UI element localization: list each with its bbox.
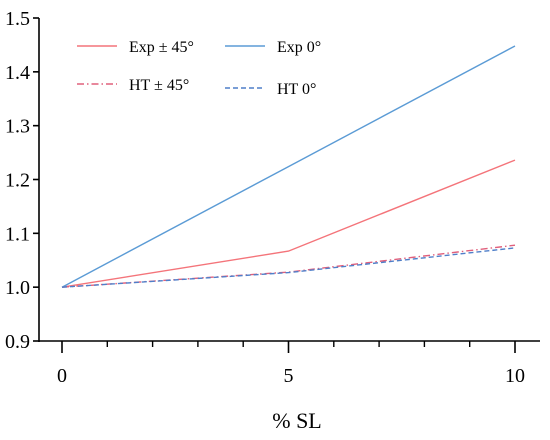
series-line-1 — [61, 45, 516, 288]
legend-label-3: HT 0° — [277, 81, 316, 98]
y-tick-label: 1.2 — [5, 170, 30, 192]
y-tick-label: 0.9 — [5, 331, 30, 353]
series-line-0 — [61, 159, 516, 288]
ticks: 0.9 1.0 1.1 1.2 1.3 1.4 1.5 0 5 10 — [5, 8, 525, 387]
legend-label-0: Exp ± 45° — [129, 39, 194, 56]
x-axis-title: % SL — [272, 408, 322, 433]
y-tick-label: 1.3 — [5, 116, 30, 138]
legend-label-1: Exp 0° — [277, 39, 321, 56]
legend-label-2: HT ± 45° — [129, 77, 189, 94]
legend: Exp ± 45° Exp 0° HT ± 45° HT 0° — [77, 39, 321, 98]
y-tick-label: 1.5 — [5, 8, 30, 30]
y-tick-label: 1.4 — [5, 62, 30, 84]
series-line-3 — [61, 247, 516, 288]
y-tick-label: 1.0 — [5, 277, 30, 299]
x-tick-label: 10 — [505, 365, 525, 387]
x-tick-label: 0 — [57, 365, 67, 387]
plot-lines — [61, 45, 516, 288]
x-tick-label: 5 — [284, 365, 294, 387]
y-tick-label: 1.1 — [5, 223, 30, 245]
